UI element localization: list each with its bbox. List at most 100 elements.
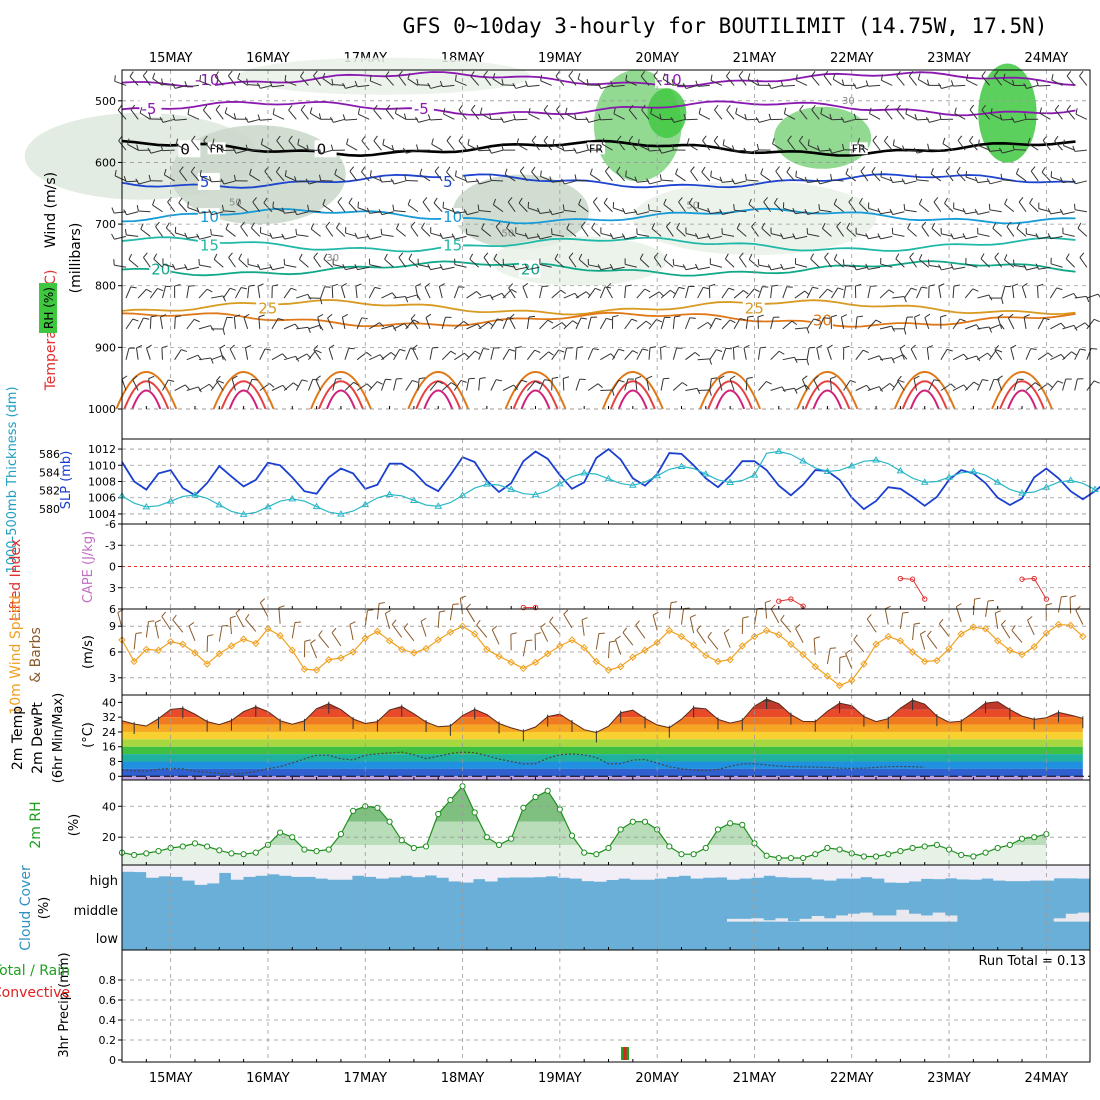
wind-barb (819, 149, 832, 152)
wind-barb (187, 207, 200, 213)
wind-barb-flag (580, 317, 587, 320)
wind-barb-flag (210, 325, 214, 331)
wind-barb (174, 266, 187, 270)
wind-barb-flag (492, 198, 497, 205)
isotherm-line (121, 260, 1076, 277)
wind-barb (666, 226, 674, 237)
wind-barb-flag (645, 320, 652, 326)
wind-barb (140, 228, 151, 237)
wind-barb-flag (1036, 80, 1039, 87)
rh2m-point (593, 851, 600, 858)
wind-barb-flag (434, 166, 440, 172)
wind-barb (722, 180, 735, 183)
wind-barb-flag (366, 233, 371, 240)
wind-barb-flag (210, 228, 212, 235)
wind-barb (685, 266, 698, 271)
wind-barb (430, 118, 443, 121)
wind-barb-flag (178, 197, 183, 204)
wind-barb (771, 84, 783, 89)
wind10m-point (519, 664, 528, 673)
wind-barb (734, 149, 747, 152)
wind-barb (603, 202, 613, 213)
wind-barb (258, 316, 261, 329)
wind-barb (770, 233, 783, 237)
wind-barb (836, 226, 844, 237)
wind-barb-flag (454, 170, 457, 177)
wind-barb (734, 180, 747, 185)
rh-area-light (122, 786, 1047, 865)
warm-contour (991, 371, 1053, 410)
wind-barb (442, 207, 455, 213)
warm-contour (325, 389, 356, 410)
wind-barb-flag (136, 144, 139, 151)
wind-barb-flag (798, 135, 804, 142)
wind-barb-flag (301, 379, 308, 382)
cloud-high-bar (835, 865, 849, 879)
wind-barb (637, 144, 650, 151)
wind-barb-flag (686, 138, 690, 145)
wind-barb-flag (439, 80, 443, 87)
wind-barb-flag (476, 291, 482, 296)
wind-barb-flag (877, 233, 881, 240)
rh2m-point (787, 854, 795, 862)
wind-barb (879, 357, 892, 361)
wind-barb (881, 79, 893, 86)
wind-barb-flag (229, 615, 236, 619)
wind-barb-flag (512, 82, 517, 89)
wind-barb (247, 379, 253, 391)
wind-barb-flag (733, 345, 740, 349)
wind-barb-flag (625, 74, 628, 81)
wind10m-point (543, 650, 552, 658)
wind-barb (964, 381, 975, 391)
wind-barb (543, 140, 553, 151)
wind10m-point (969, 623, 978, 631)
wind-barb-flag (942, 137, 946, 144)
date-label-bottom: 17MAY (343, 1071, 387, 1086)
wind10m-point (884, 632, 892, 641)
wind-barb-flag (179, 166, 184, 172)
cloud-high-bar (388, 865, 401, 878)
cloud-high-bar (436, 865, 450, 878)
wind10m-point (750, 632, 759, 641)
wind-barb (466, 234, 479, 237)
wind-barb-flag (891, 357, 895, 364)
wind-barb (454, 352, 465, 361)
thickness-tick-label: 580 (39, 503, 60, 516)
wind-barb (831, 179, 844, 182)
wind-barb-flag (146, 288, 152, 293)
wind-barb (152, 204, 163, 213)
cloud-mid-bar (908, 913, 922, 922)
wind-barb (466, 291, 477, 299)
wind-barb-flag (231, 375, 238, 380)
wind-barb (685, 84, 698, 89)
cloud-high-bar (182, 865, 196, 881)
wind-barb-flag (196, 233, 200, 240)
wind-barb-flag (465, 228, 468, 235)
wind10m-point (495, 652, 503, 661)
wind-barb-flag (982, 379, 989, 382)
wind-barb-flag (612, 314, 619, 318)
wind-barb (600, 232, 613, 237)
wind-barb-flag (823, 317, 830, 319)
cloud-high-bar (303, 865, 317, 877)
cloud-high-bar (291, 865, 304, 877)
wind-barb (746, 149, 759, 154)
wind-barb-flag (495, 221, 501, 227)
wind-barb-flag (899, 344, 906, 349)
wind-barb (1062, 378, 1067, 391)
wind-barb-flag (888, 289, 895, 294)
wind-barb (454, 320, 465, 330)
wind-barb (697, 266, 710, 270)
wind-barb-flag (114, 75, 116, 82)
rh2m-point (143, 850, 150, 857)
warm-contour (909, 389, 940, 410)
wind-barb (600, 389, 613, 392)
cape-axis-label: CAPE (J/kg) (81, 531, 96, 603)
wind-barb-flag (605, 166, 610, 172)
wind-barb (904, 149, 917, 152)
wind-barb (238, 258, 248, 268)
wind-barb-flag (525, 80, 529, 87)
wind-barb (175, 232, 187, 237)
rh2m-point (508, 835, 515, 842)
